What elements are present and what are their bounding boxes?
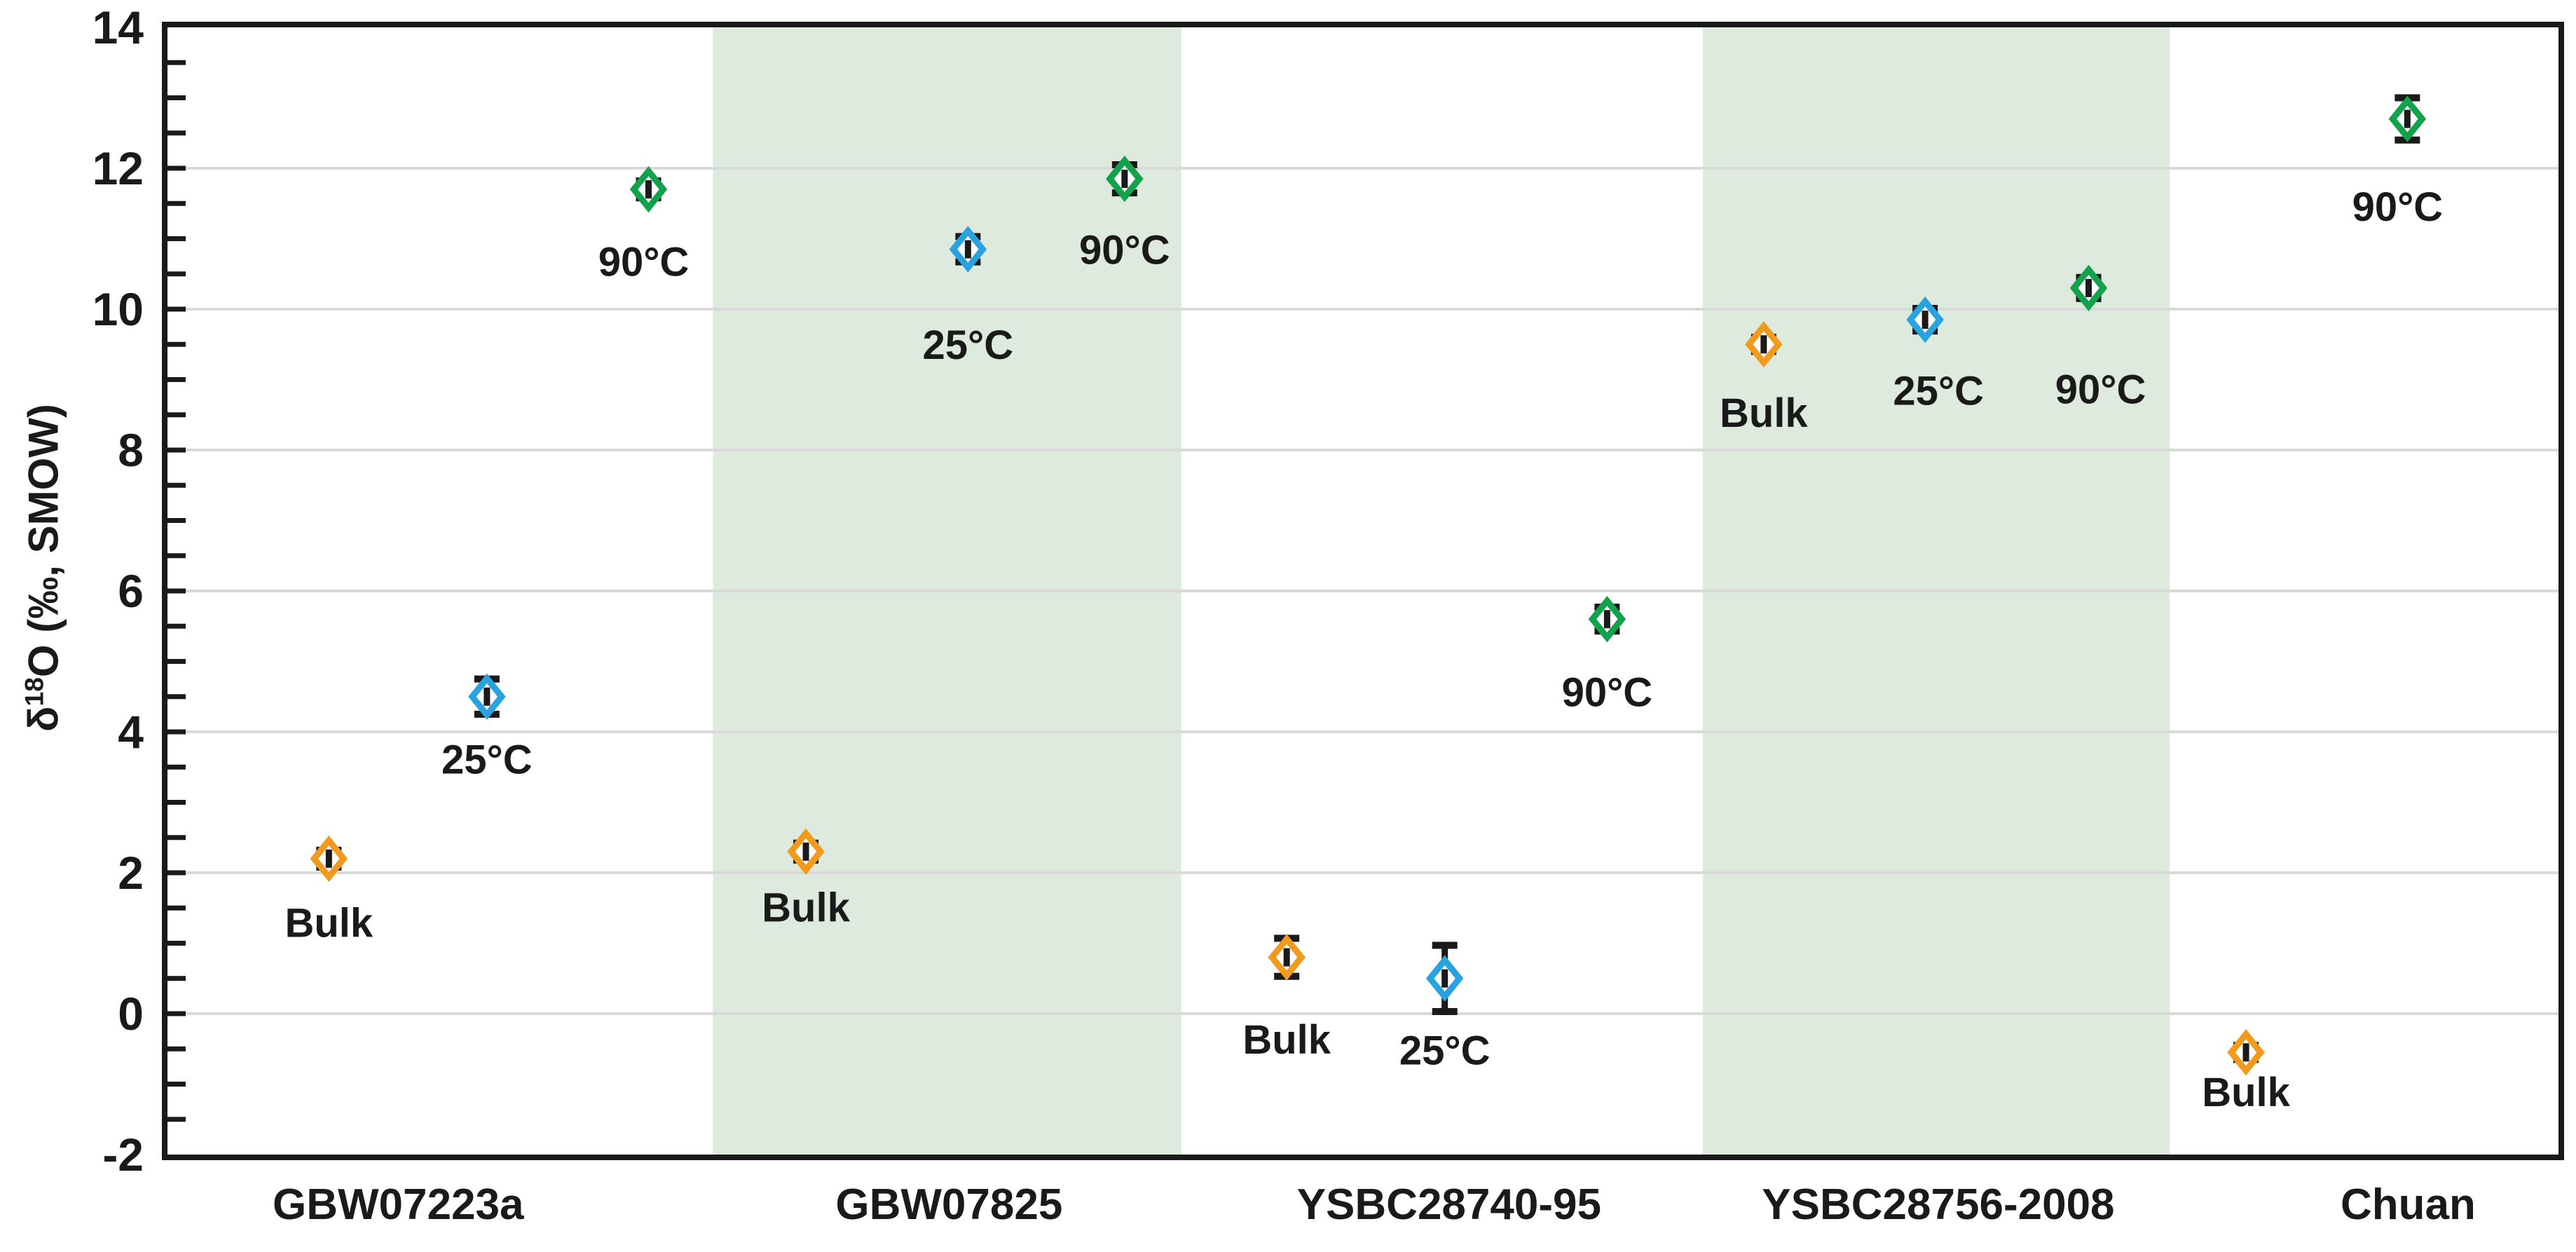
data-point-label: 25°C	[441, 737, 533, 782]
y-axis-tick-label: 0	[118, 988, 144, 1040]
data-point-label: 25°C	[1399, 1028, 1491, 1073]
data-point-label: Bulk	[285, 900, 373, 946]
x-axis-category-label: GBW07223a	[273, 1180, 524, 1229]
x-axis-category-label: YSBC28756-2008	[1762, 1180, 2115, 1229]
x-axis-category-label: GBW07825	[835, 1180, 1063, 1229]
data-point-label: Bulk	[1720, 390, 1808, 436]
data-point-label: 25°C	[923, 322, 1014, 368]
plot-area: Bulk 25°C 90°C Bulk 25°C 90°C Bulk 25°C 90°C Bulk…	[162, 22, 2564, 1160]
y-axis-tick-label: 4	[118, 706, 144, 758]
y-axis-tick-label: 12	[92, 142, 144, 194]
data-point-label: Bulk	[2202, 1070, 2290, 1115]
x-axis-category-label: YSBC28740-95	[1296, 1180, 1601, 1229]
y-axis-title-superscript: 18	[19, 677, 49, 707]
y-axis-tick-label: -2	[102, 1129, 144, 1180]
plot-canvas: Bulk 25°C 90°C Bulk 25°C 90°C Bulk 25°C 90°C Bulk…	[167, 27, 2558, 1155]
y-axis-tick-label: 8	[118, 424, 144, 476]
y-axis-tick-label: 2	[118, 847, 144, 899]
data-point-label: Bulk	[1242, 1017, 1331, 1063]
data-point-label: 25°C	[1893, 369, 1984, 414]
data-point-label: 90°C	[1562, 670, 1653, 716]
y-axis-tick-label: 6	[118, 565, 144, 617]
data-point-label: 90°C	[2352, 184, 2444, 230]
y-axis-tick-label: 14	[92, 1, 144, 53]
data-point-label: 90°C	[598, 240, 690, 285]
data-point-label: Bulk	[762, 885, 850, 930]
x-axis-category-label: Chuan	[2340, 1180, 2476, 1229]
data-point-label: 90°C	[2055, 367, 2146, 412]
y-axis-tick-label: 10	[92, 283, 144, 335]
data-point-label: 90°C	[1079, 228, 1170, 273]
